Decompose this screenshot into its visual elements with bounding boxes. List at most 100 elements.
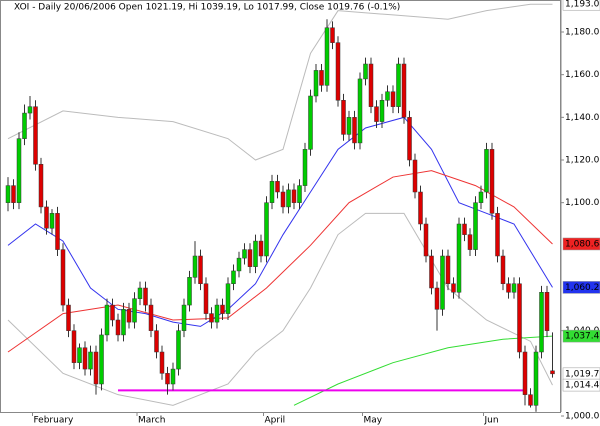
x-tick-label: April [265, 416, 286, 426]
candle-body [291, 189, 297, 203]
candle-body [143, 287, 148, 306]
candle-body [209, 313, 214, 323]
candle-body [88, 351, 93, 370]
candle-body [242, 249, 247, 259]
candle-body [429, 255, 434, 289]
value-tag [562, 0, 600, 11]
candle-body [528, 394, 533, 406]
candle-body [489, 149, 495, 214]
candle-body [473, 202, 478, 250]
candle-body [176, 330, 181, 370]
candle-body [66, 304, 71, 331]
value-tag [562, 329, 600, 343]
value-tag [562, 378, 600, 392]
indicator-line [293, 335, 553, 406]
candle-body [159, 351, 165, 374]
candle-body [412, 159, 418, 193]
candle-body [126, 309, 132, 323]
candle-body [49, 213, 55, 229]
candle-body [44, 206, 49, 229]
candle-body [374, 106, 379, 122]
candle-body [445, 255, 451, 284]
candle-body [341, 100, 346, 135]
candle-body [5, 185, 11, 203]
candle-body [407, 117, 412, 161]
candle-body [231, 270, 236, 284]
candle-body [396, 63, 401, 107]
candle-body [33, 106, 38, 165]
candle-body [27, 106, 33, 114]
candle-body [478, 191, 484, 203]
candle-body [418, 191, 423, 225]
y-tick-label: 1,000.00 [565, 412, 600, 422]
candle-body [357, 78, 363, 144]
candle-body [440, 255, 445, 310]
indicator-line [7, 3, 553, 161]
candle-body [71, 330, 77, 363]
candle-body [38, 164, 44, 208]
candle-body [220, 304, 225, 314]
candle-body [264, 202, 269, 257]
x-tick-label: March [138, 416, 165, 426]
candle-body [511, 283, 517, 293]
indicator-line [7, 170, 553, 353]
candle-body [462, 223, 467, 235]
candle-body [137, 287, 143, 299]
candle-body [423, 223, 429, 257]
value-tag-label: 1,060.28 [565, 283, 600, 293]
x-tick-label: February [34, 416, 75, 426]
candle-body [275, 181, 280, 193]
candle-body [308, 95, 313, 150]
indicator-line [7, 116, 553, 327]
candle-body [352, 117, 357, 144]
candle-body [181, 304, 187, 331]
candle-body [214, 304, 220, 323]
candle-body [550, 370, 555, 375]
value-tag-label: 1,080.64 [565, 239, 600, 249]
candle-body [170, 368, 176, 385]
candle-body [379, 100, 385, 122]
candle-body [280, 191, 286, 208]
x-tick-label: Jun [484, 416, 499, 426]
candle-body [16, 138, 22, 203]
candle-body [319, 70, 324, 86]
candle-body [302, 149, 308, 186]
candle-body [451, 283, 456, 293]
candle-body [363, 63, 368, 80]
candle-body [401, 63, 407, 118]
candle-body [544, 292, 550, 331]
indicator-line [7, 212, 553, 406]
candle-body [539, 292, 544, 353]
candle-body [313, 70, 319, 97]
value-tag-label: 1,014.49 [565, 381, 600, 391]
candle-body [368, 63, 374, 107]
candle-body [236, 257, 242, 272]
candle-body [335, 42, 341, 101]
candle-body [467, 234, 473, 250]
candle-body [330, 27, 335, 43]
candle-body [198, 255, 203, 284]
y-tick-label: 1,160.00 [565, 70, 600, 80]
y-tick-label: 1,120.00 [565, 156, 600, 166]
y-tick-label: 1,140.00 [565, 113, 600, 123]
candle-body [346, 117, 352, 135]
candle-body [77, 347, 82, 363]
candle-body [484, 149, 489, 193]
candle-body [225, 283, 231, 314]
candle-body [165, 373, 170, 385]
candle-body [11, 185, 16, 203]
candle-body [324, 27, 330, 86]
candle-body [434, 287, 440, 310]
candle-body [192, 255, 198, 278]
candle-body [253, 240, 258, 267]
candle-body [148, 304, 154, 331]
candle-body [258, 240, 264, 257]
candle-body [500, 255, 506, 284]
candle-body [247, 249, 253, 267]
y-tick-label: 1,180.00 [565, 28, 600, 38]
candle-body [154, 330, 159, 353]
chart-title: XOI - Daily 20/06/2006 Open 1021.19, Hi … [14, 3, 400, 13]
candle-body [110, 304, 115, 321]
candle-body [517, 283, 522, 353]
value-tag-label: 1,037.45 [565, 332, 600, 342]
